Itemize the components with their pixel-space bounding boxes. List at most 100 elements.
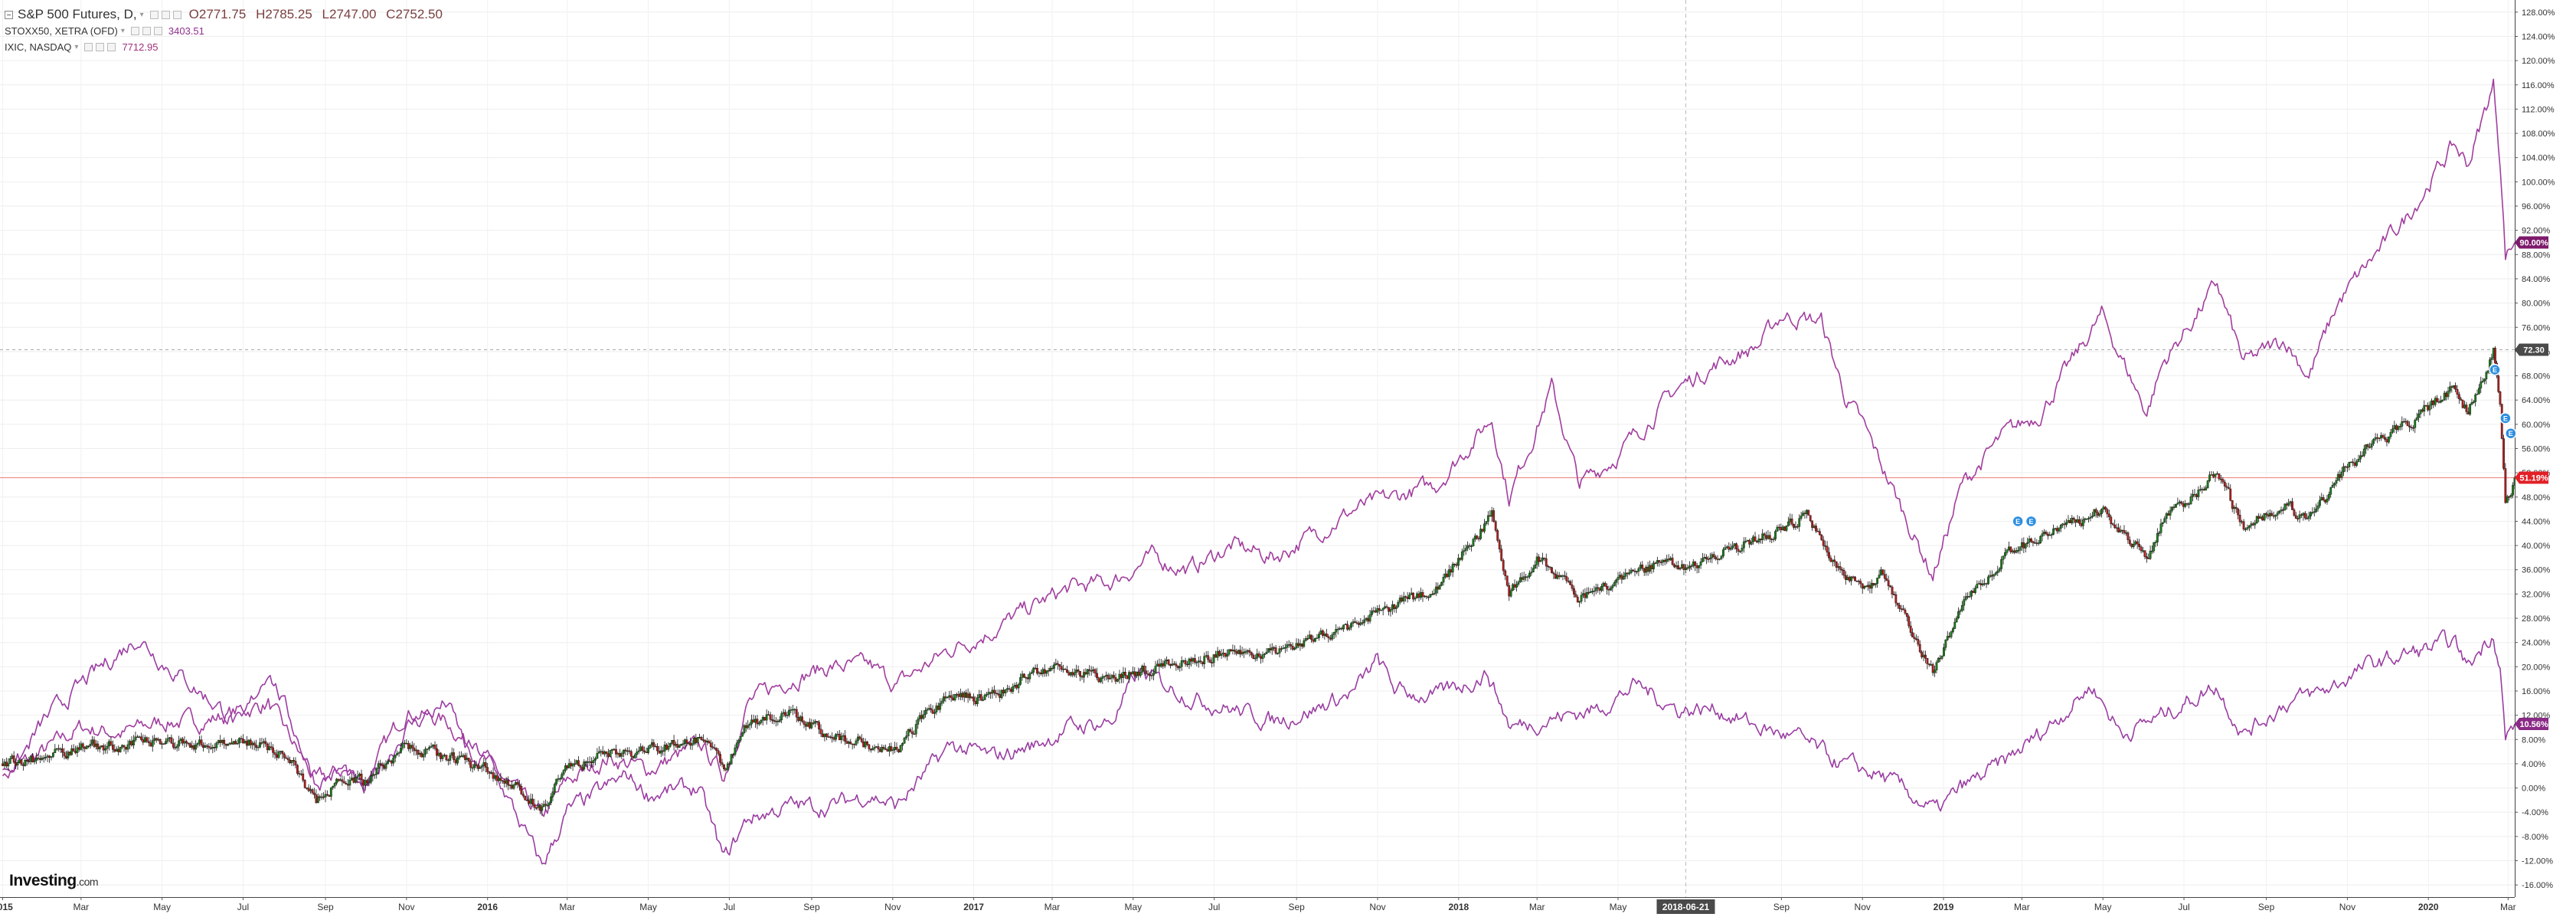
candle-body [844, 735, 846, 742]
candle-body [2117, 527, 2120, 532]
candle-body [827, 736, 830, 738]
chevron-down-icon[interactable]: ▾ [74, 43, 79, 51]
candle-body [1868, 585, 1872, 589]
candle-body [1352, 621, 1355, 624]
candle-body [238, 738, 240, 744]
candle-body [1464, 548, 1467, 551]
x-axis[interactable]: 2015 Mar May Jul Sep Nov 2016 Mar May Jul Sep Nov 20… [0, 897, 2576, 917]
candle-body [1826, 545, 1829, 553]
candle-body [1619, 575, 1621, 578]
candle-body [2221, 479, 2225, 483]
candle-body [1476, 535, 1479, 539]
investing-logo[interactable]: Investing.com [9, 872, 99, 890]
candle-body [613, 748, 616, 751]
candle-body [2414, 420, 2417, 428]
candle-body [832, 737, 835, 740]
candle-body [44, 757, 47, 758]
candle-body [1152, 673, 1155, 676]
candle-body [200, 739, 203, 745]
candle-body [1440, 581, 1443, 586]
candle-body [735, 742, 738, 748]
settings-icon[interactable] [149, 10, 159, 19]
candle-body [1286, 644, 1289, 648]
candle-body [404, 742, 406, 745]
candle-body [473, 764, 476, 768]
candle-body [1498, 540, 1501, 550]
chevron-down-icon[interactable]: ▾ [120, 27, 125, 35]
candle-body [515, 782, 517, 785]
hide-icon[interactable] [96, 43, 105, 51]
candle-body [2306, 518, 2309, 519]
candle-body [1019, 677, 1022, 685]
candle-body [888, 746, 891, 752]
candle-body [789, 709, 793, 711]
candle-body [652, 742, 655, 747]
legend-compare2-row[interactable]: IXIC, NASDAQ ▾ 7712.95 [5, 39, 449, 55]
candle-body [1677, 565, 1679, 570]
candle-body [1565, 576, 1568, 581]
candle-body [2448, 386, 2451, 391]
collapse-icon[interactable] [5, 10, 13, 19]
settings-icon[interactable] [130, 27, 139, 35]
candle-body [647, 748, 649, 753]
candle-body [926, 709, 929, 711]
candle-body [1518, 577, 1522, 582]
y-axis[interactable]: -16.00% -12.00% -8.00% -4.00% 0.00% 4.00% 8.00… [2515, 0, 2576, 917]
candle-body [1981, 583, 1984, 585]
hide-icon[interactable] [142, 27, 151, 35]
candle-body [215, 742, 218, 748]
candle-body [1818, 531, 1821, 535]
candle-body [1682, 564, 1685, 570]
settings-icon[interactable] [84, 43, 93, 51]
candle-body [756, 719, 759, 725]
candle-body [2329, 487, 2332, 495]
close-icon[interactable] [153, 27, 162, 35]
x-tick-label: 2018 [1448, 902, 1469, 912]
candle-body [1643, 568, 1646, 573]
candle-body [302, 773, 305, 781]
candle-body [2287, 503, 2290, 506]
stoxx-last-badge: 10.56% [2515, 718, 2548, 731]
candle-body [814, 721, 817, 724]
candle-body [2460, 398, 2463, 401]
candle-body [1230, 649, 1232, 651]
crosshair-value-badge-bg [2515, 471, 2548, 484]
candle-body [659, 750, 662, 754]
legend-main-row[interactable]: S&P 500 Futures, D, ▾ O2771.75 H2785.25 … [5, 6, 449, 23]
candle-body [1987, 576, 1989, 585]
candle-body [390, 760, 393, 764]
candle-body [1295, 643, 1298, 649]
candle-body [273, 752, 276, 755]
candle-body [2130, 543, 2133, 547]
candle-body [2185, 503, 2189, 505]
candle-body [1620, 575, 1623, 580]
candle-body [1105, 674, 1108, 676]
close-value: C2752.50 [386, 7, 443, 21]
candle-body [1312, 639, 1315, 642]
candle-body [1887, 580, 1890, 586]
y-tick-label: 68.00% [2522, 372, 2551, 382]
candle-body [151, 740, 154, 747]
close-icon[interactable] [107, 43, 116, 51]
legend-compare1-row[interactable]: STOXX50, XETRA (OFD) ▾ 3403.51 [5, 23, 449, 39]
candle-body [760, 720, 763, 723]
close-icon[interactable] [172, 10, 181, 19]
candle-body [905, 735, 908, 739]
hide-icon[interactable] [161, 10, 170, 19]
candle-body [803, 721, 806, 725]
chevron-down-icon[interactable]: ▾ [139, 10, 144, 19]
candle-body [93, 739, 96, 747]
candle-body [1692, 562, 1695, 567]
candle-body [1822, 539, 1825, 546]
candle-body [394, 755, 397, 758]
candle-body [1228, 649, 1231, 655]
candle-body [1617, 577, 1620, 581]
y-tick-label: 92.00% [2522, 227, 2551, 236]
candle-body [550, 796, 552, 804]
candle-body [793, 709, 796, 711]
candle-body [341, 779, 344, 782]
candle-body [1224, 653, 1227, 657]
candle-body [2242, 521, 2245, 530]
candle-body [1624, 572, 1627, 577]
